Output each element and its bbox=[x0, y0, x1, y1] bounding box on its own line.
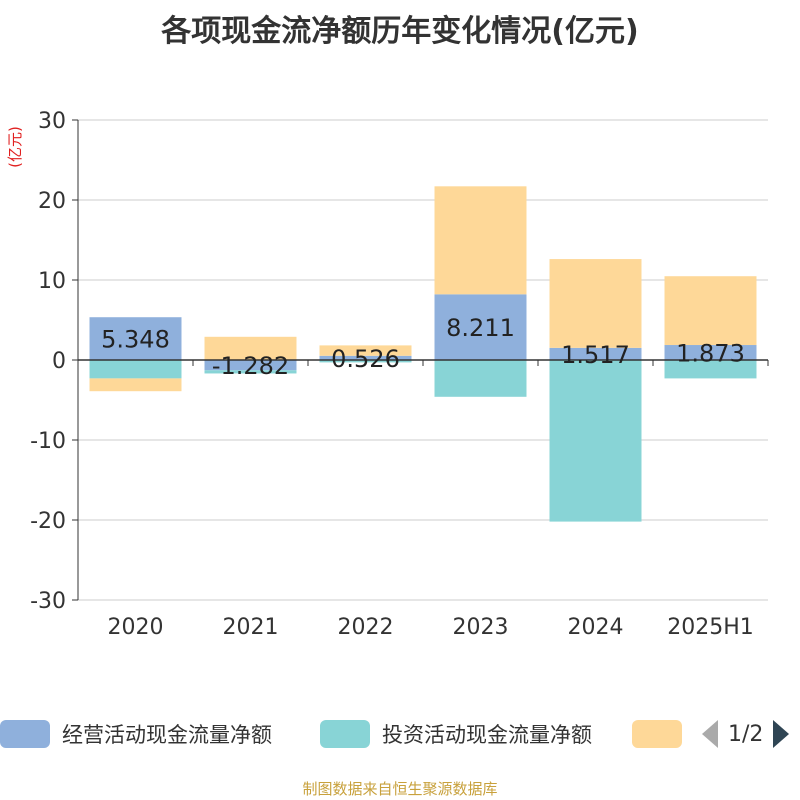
data-label: 1.873 bbox=[676, 340, 745, 368]
bar-segment bbox=[89, 360, 182, 379]
legend-label-operating: 经营活动现金流量净额 bbox=[62, 723, 272, 747]
legend-label-investing: 投资活动现金流量净额 bbox=[382, 723, 592, 747]
bar-segment bbox=[89, 378, 182, 392]
legend-swatch-investing bbox=[320, 720, 370, 748]
chart-title: 各项现金流净额历年变化情况(亿元) bbox=[161, 14, 639, 49]
bar-segment bbox=[434, 294, 527, 360]
legend-item-financing[interactable] bbox=[632, 716, 682, 752]
y-axis-unit-label: (亿元) bbox=[6, 126, 24, 168]
y-tick-label: 10 bbox=[38, 269, 66, 294]
bar-segment bbox=[664, 345, 757, 360]
bar-segment bbox=[434, 186, 527, 295]
legend-pager: 1/2 bbox=[702, 716, 790, 752]
y-tick-label: 20 bbox=[38, 189, 66, 214]
bar-segment bbox=[319, 360, 412, 363]
data-label: 5.348 bbox=[101, 326, 170, 354]
bar-segment bbox=[549, 347, 642, 360]
legend-item-investing[interactable]: 投资活动现金流量净额 bbox=[320, 716, 592, 752]
legend-swatch-operating bbox=[0, 720, 50, 748]
pager-text: 1/2 bbox=[728, 721, 764, 747]
x-tick-label: 2022 bbox=[338, 615, 394, 640]
data-label: 8.211 bbox=[446, 314, 515, 342]
legend: 经营活动现金流量净额 投资活动现金流量净额 1/2 bbox=[0, 716, 800, 756]
y-tick-label: -10 bbox=[30, 429, 66, 454]
bar-segment bbox=[549, 259, 642, 348]
bar-segment bbox=[89, 317, 182, 360]
bar-segment bbox=[204, 370, 297, 374]
bar-segment bbox=[549, 360, 642, 522]
bar-segment bbox=[319, 345, 412, 356]
bar-segment bbox=[434, 360, 527, 397]
bar-segment bbox=[204, 360, 297, 371]
data-labels: 5.348 -1.282 0.526 8.211 1.517 1.873 bbox=[101, 314, 745, 380]
x-tick-label: 2024 bbox=[568, 615, 624, 640]
pager-next-icon[interactable] bbox=[773, 720, 790, 748]
legend-item-operating[interactable]: 经营活动现金流量净额 bbox=[0, 716, 272, 752]
bar-segment bbox=[664, 276, 757, 346]
y-tick-label: 30 bbox=[38, 109, 66, 134]
y-tick-label: 0 bbox=[52, 349, 66, 374]
data-label: -1.282 bbox=[212, 352, 289, 380]
y-tick-label: -30 bbox=[30, 589, 66, 614]
data-label: 0.526 bbox=[331, 345, 400, 373]
bars bbox=[89, 186, 757, 522]
x-tick-label: 2025H1 bbox=[667, 615, 754, 640]
source-note: 制图数据来自恒生聚源数据库 bbox=[302, 780, 498, 798]
y-tick-label: -20 bbox=[30, 509, 66, 534]
pager-prev-icon[interactable] bbox=[702, 720, 718, 748]
data-label: 1.517 bbox=[561, 341, 630, 369]
x-tick-label: 2020 bbox=[108, 615, 164, 640]
bar-segment bbox=[664, 360, 757, 379]
legend-swatch-financing bbox=[632, 720, 682, 748]
x-tick-label: 2021 bbox=[223, 615, 279, 640]
axes: 30 20 10 0 -10 -20 -30 2020 2021 2022 2023 2024 2025… bbox=[30, 109, 769, 640]
x-tick-label: 2023 bbox=[453, 615, 509, 640]
bar-segment bbox=[319, 355, 412, 360]
bar-segment bbox=[204, 336, 297, 360]
